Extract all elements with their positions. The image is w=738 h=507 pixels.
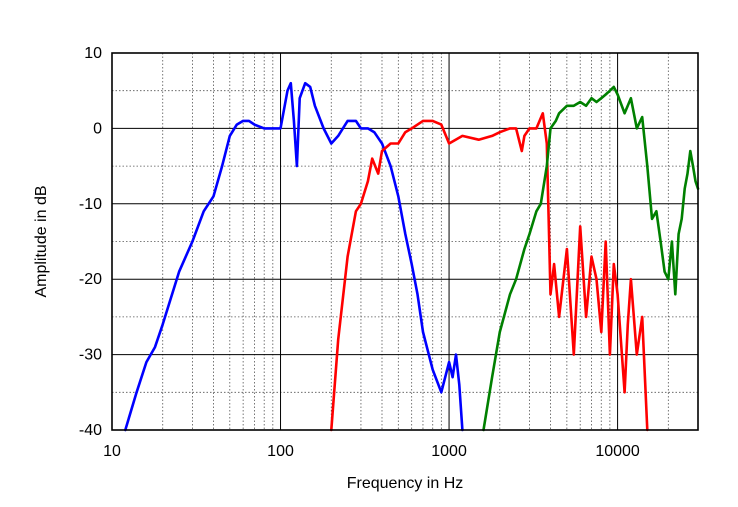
- series-line-2: [329, 112, 649, 432]
- x-tick-label: 1000: [431, 443, 467, 460]
- y-tick-label: -30: [79, 347, 102, 364]
- y-axis-title: Amplitude in dB: [33, 185, 50, 297]
- x-tick-label: 10: [103, 443, 121, 460]
- series-line-1: [124, 81, 464, 432]
- minor-grid: [112, 53, 698, 430]
- y-tick-label: 0: [93, 120, 102, 137]
- series-line-3: [482, 85, 700, 432]
- plot-frame: [111, 52, 699, 431]
- x-axis-title: Frequency in Hz: [347, 475, 464, 492]
- y-tick-label: 10: [84, 45, 102, 62]
- y-tick-label: -10: [79, 196, 102, 213]
- y-tick-label: -40: [79, 422, 102, 439]
- x-tick-label: 10000: [595, 443, 640, 460]
- y-tick-label: -20: [79, 271, 102, 288]
- series-layer: [124, 81, 700, 432]
- x-tick-label: 100: [267, 443, 294, 460]
